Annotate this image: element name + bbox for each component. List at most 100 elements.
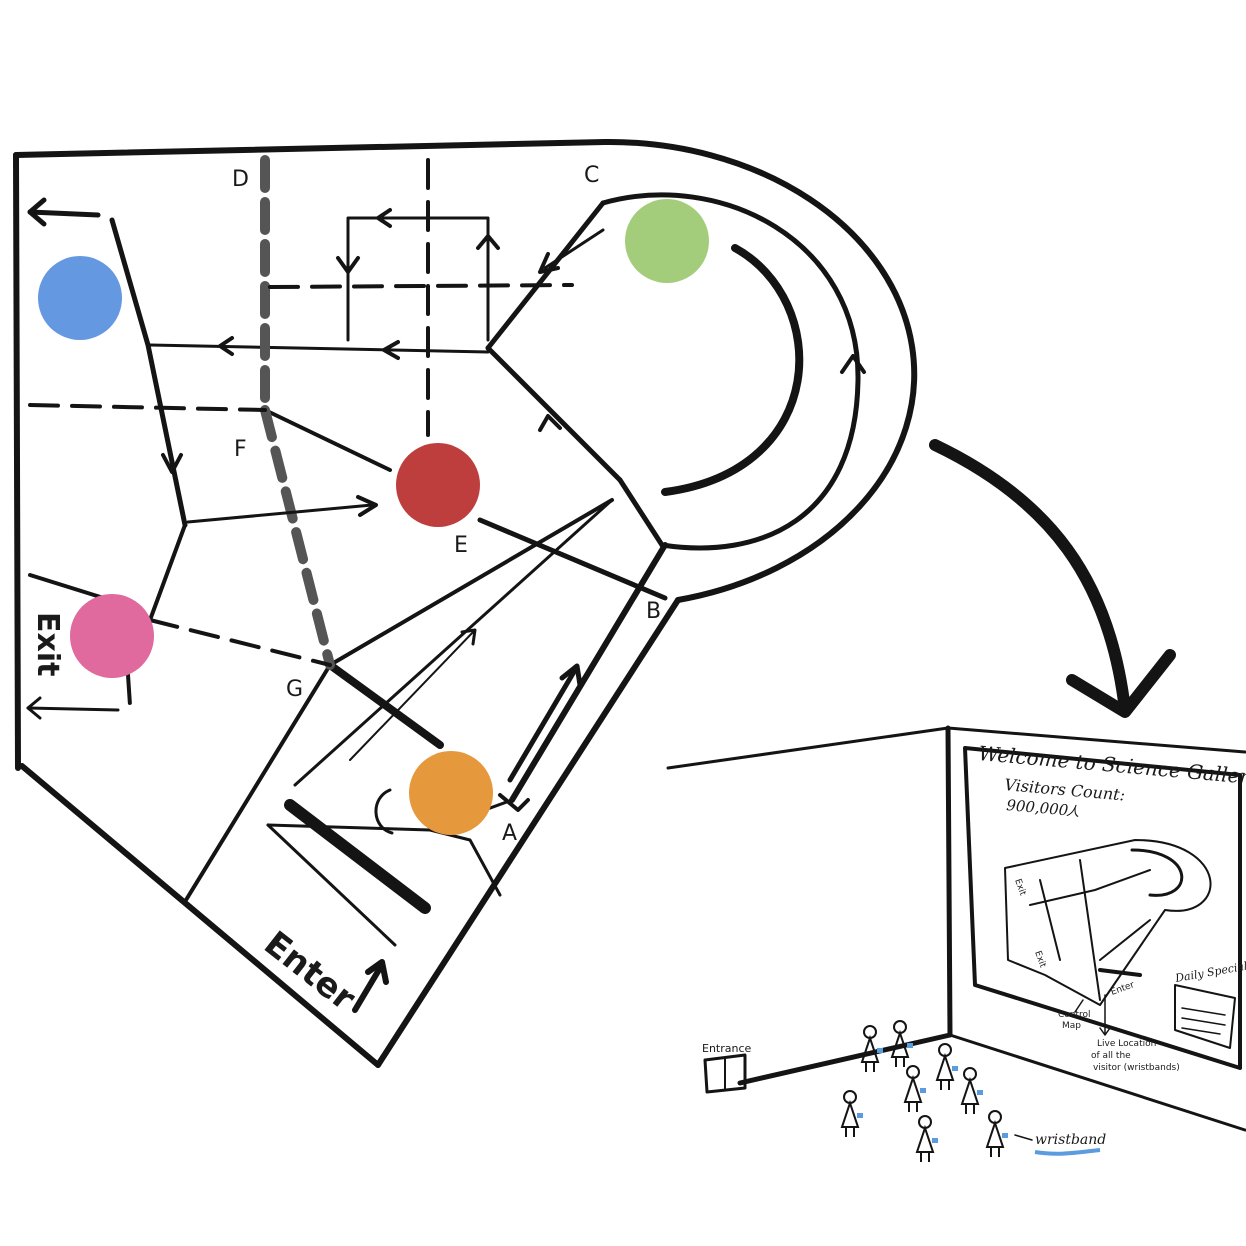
outer-ring-head [840, 354, 866, 374]
ring-bottom-wall [617, 477, 665, 548]
floor-line-left [737, 1032, 953, 1086]
control-map-line-2: Map [1062, 1021, 1081, 1031]
visitors-unit: 人 [1066, 804, 1080, 820]
live-location-line-3: visitor (wristbands) [1093, 1063, 1180, 1073]
floor-plan: A B C D E F G Enter Exit [13, 138, 918, 1068]
live-location-pointer [1099, 994, 1111, 1036]
visitor-figure [840, 1090, 863, 1137]
outer-walls [13, 138, 918, 1068]
door-frame [703, 1053, 747, 1094]
gallery-wall-g [184, 663, 332, 902]
entrance-gate [428, 828, 502, 897]
pink-path-wall [148, 523, 187, 622]
location-markers [38, 199, 709, 835]
visitor-figure [985, 1110, 1008, 1157]
mini-exit-bottom: Exit [1032, 950, 1047, 970]
mini-exit-top: Exit [1012, 878, 1027, 898]
zone-label-a: A [502, 821, 517, 846]
bottom-right-wall [375, 597, 681, 1068]
daily-special-lines [1181, 1007, 1226, 1035]
zone-label-g: G [286, 677, 303, 702]
screen-frame [963, 746, 1242, 1070]
visitor-figure [903, 1065, 926, 1112]
partition-f [260, 405, 335, 670]
partition-left [28, 403, 267, 412]
up-arrowhead [476, 234, 500, 250]
zone-label-b: B [646, 599, 661, 624]
visitor-figure [860, 1025, 883, 1072]
visitor-body [840, 1099, 860, 1137]
exit-bottom-arrow [26, 706, 120, 712]
visitor-body [890, 1029, 910, 1067]
to-red-arrow [186, 503, 374, 524]
upper-cross-wall [148, 343, 490, 354]
pink-marker[interactable] [70, 594, 154, 678]
ring-up-head [538, 414, 562, 432]
red-marker[interactable] [396, 443, 480, 527]
entrance-door: Entrance [702, 1042, 752, 1094]
visitor-figure [960, 1067, 983, 1114]
control-map-line-1: Control [1058, 1010, 1091, 1020]
wristband-icon [1002, 1133, 1008, 1138]
red-room-lower-wall [477, 517, 668, 601]
mini-enter: Enter [1110, 980, 1136, 998]
loop-path [346, 216, 490, 342]
exit-label: Exit [30, 612, 65, 676]
down-arrowhead [336, 256, 360, 274]
visitor-body [860, 1034, 880, 1072]
exit-divider [28, 573, 112, 602]
wristband-icon [877, 1048, 883, 1053]
blue-marker[interactable] [38, 256, 122, 340]
middle-ring-arc [600, 192, 861, 551]
enter-arrow-head [365, 959, 389, 985]
visitor-body [903, 1074, 923, 1112]
top-wall [13, 139, 608, 158]
entrance-hall-left [266, 823, 397, 947]
outer-arc-wall [602, 138, 918, 603]
visitor-body [960, 1076, 980, 1114]
turnstile-icon [374, 788, 394, 835]
room-corner [945, 725, 953, 1038]
dashed-partitions [28, 155, 574, 707]
diagonal-wall-2 [293, 498, 614, 787]
floor-line-right [948, 1033, 1246, 1132]
zone-label-f: F [234, 437, 247, 462]
ring-entry-arrow [543, 228, 605, 270]
control-map-pointer [1074, 999, 1084, 1013]
transition-arrow [929, 439, 1176, 718]
wristband-icon [857, 1113, 863, 1118]
zone-label-e: E [454, 533, 468, 558]
blue-down-head [161, 453, 183, 474]
partition-pink [148, 618, 332, 667]
inner-ring-arc [661, 244, 804, 496]
blue-path-wall [109, 217, 188, 528]
zone-label-c: C [584, 163, 599, 188]
inner-ring [485, 192, 861, 551]
flow-arrows [26, 197, 866, 1013]
ring-left-lower-wall [485, 345, 623, 483]
visitors-value: 900,000 [1006, 796, 1070, 819]
corridor-head-a [460, 628, 477, 646]
wristband-icon [920, 1088, 926, 1093]
red-room-upper-wall [263, 408, 392, 472]
orange-marker[interactable] [409, 751, 493, 835]
visitor-figure [935, 1043, 958, 1090]
exit-top-head [27, 197, 47, 227]
wristband-underline [1034, 1148, 1101, 1156]
ring-left-wall [485, 200, 606, 351]
live-location-line-2: of all the [1091, 1051, 1131, 1061]
live-location-line-1: Live Location [1097, 1039, 1156, 1049]
big-screen: Welcome to Science Gallery Visitors Coun… [963, 741, 1246, 1073]
wristband-icon [932, 1138, 938, 1143]
wristband-icon [977, 1090, 983, 1095]
wristband-pointer [1014, 1134, 1033, 1141]
entrance-desk [284, 799, 431, 914]
zone-labels: A B C D E F G [232, 163, 661, 846]
exit-top-arrow [27, 209, 101, 218]
green-marker[interactable] [625, 199, 709, 283]
corridor-walls [28, 217, 668, 947]
ring-entry-head [538, 252, 560, 274]
wristband-icon [907, 1043, 913, 1048]
